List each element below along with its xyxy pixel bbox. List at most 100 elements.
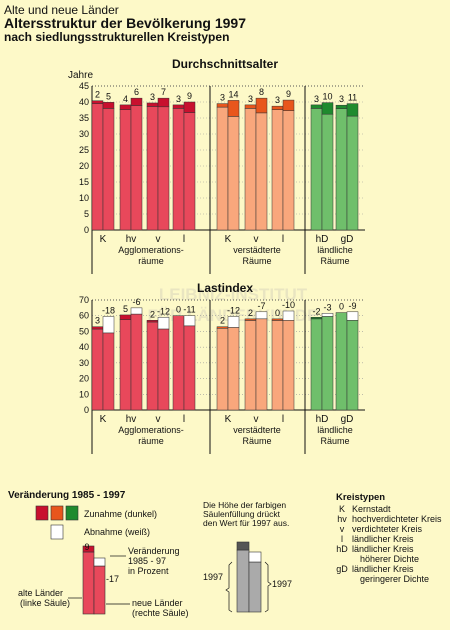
height-example-year: 1997 — [203, 572, 223, 582]
x-tick-label: v — [156, 414, 161, 425]
bar-increase — [321, 102, 334, 115]
panel-title: Durchschnittsalter — [172, 57, 278, 71]
height-note: Säulenfüllung drückt — [203, 509, 281, 519]
brace-right — [264, 561, 272, 613]
data-label: 0 — [275, 308, 280, 318]
y-tick-label: 70 — [79, 295, 89, 305]
example-old-increase — [82, 545, 95, 553]
data-label: 5 — [123, 304, 128, 314]
bar-decrease — [255, 311, 268, 320]
example-old-value: 9 — [84, 542, 89, 552]
y-tick-label: 60 — [79, 311, 89, 321]
header-line1: Alte und neue Länder — [4, 3, 119, 17]
group-label: Räume — [242, 436, 271, 446]
data-label: 2 — [220, 316, 225, 326]
bar-base — [130, 313, 143, 411]
x-tick-label: K — [100, 234, 107, 245]
bar-base — [321, 316, 334, 411]
y-tick-label: 40 — [79, 342, 89, 352]
height-example-right-decrease — [248, 551, 262, 563]
y-tick-label: 30 — [79, 129, 89, 139]
x-tick-label: K — [225, 414, 232, 425]
bar-base — [130, 105, 143, 231]
data-label: 9 — [187, 91, 192, 101]
x-tick-label: hD — [316, 414, 329, 425]
x-tick-label: l — [282, 234, 284, 245]
group-label: ländliche — [317, 245, 353, 255]
y-tick-label: 20 — [79, 161, 89, 171]
bar-increase — [310, 104, 323, 109]
bar-base — [227, 116, 240, 231]
kreistyp-code: hD — [336, 544, 348, 554]
bar-base — [244, 108, 257, 231]
legend-decrease-label: Abnahme (weiß) — [84, 527, 150, 537]
bar-increase — [130, 97, 143, 106]
bar-base — [335, 312, 348, 411]
bar-base — [227, 327, 240, 411]
example-note: 1985 - 97 — [128, 556, 166, 566]
kreistyp-code: v — [340, 524, 345, 534]
example-new-bar — [93, 565, 106, 615]
bar-increase — [146, 320, 159, 323]
bar-base — [346, 320, 359, 411]
kreistyp-text: höherer Dichte — [360, 554, 419, 564]
x-tick-label: hv — [126, 414, 137, 425]
group-label: ländliche — [317, 425, 353, 435]
height-note: Die Höhe der farbigen — [203, 500, 286, 510]
y-tick-label: 50 — [79, 326, 89, 336]
data-label: 3 — [248, 94, 253, 104]
y-tick-label: 35 — [79, 113, 89, 123]
bar-increase — [119, 314, 132, 320]
bar-decrease — [282, 310, 295, 321]
y-tick-label: 30 — [79, 358, 89, 368]
y-tick-label: 45 — [79, 81, 89, 91]
group-label: Agglomerations- — [118, 425, 184, 435]
data-label: 9 — [286, 89, 291, 99]
example-new-label: (rechte Säule) — [132, 608, 189, 618]
data-label: 7 — [161, 87, 166, 97]
data-label: 8 — [259, 87, 264, 97]
data-label: 3 — [95, 316, 100, 326]
bar-base — [119, 109, 132, 231]
data-label: 6 — [134, 87, 139, 97]
bar-increase — [282, 99, 295, 111]
bar-base — [119, 319, 132, 411]
legend-decrease-swatch — [50, 524, 64, 540]
bar-base — [183, 112, 196, 231]
data-label: 2 — [95, 90, 100, 100]
y-tick-label: 0 — [84, 405, 89, 415]
bar-base — [346, 115, 359, 231]
data-label: -11 — [183, 305, 195, 315]
bar-decrease — [183, 315, 196, 327]
data-label: -2 — [312, 306, 320, 316]
bar-increase — [310, 317, 323, 320]
kreistyp-text: Kernstadt — [352, 504, 391, 514]
legend-increase-swatch — [35, 505, 49, 521]
bar-increase — [183, 101, 196, 113]
bar-increase — [91, 326, 104, 330]
group-label: räume — [138, 256, 164, 266]
data-label: 14 — [228, 89, 238, 99]
group-label: Räume — [242, 256, 271, 266]
y-axis-label: Jahre — [68, 70, 93, 81]
bar-increase — [244, 104, 257, 109]
bar-base — [146, 106, 159, 231]
example-note: Veränderung — [128, 546, 180, 556]
x-tick-label: v — [254, 234, 259, 245]
example-new-label: neue Länder — [132, 598, 183, 608]
kreistyp-text: hochverdichteter Kreis — [352, 514, 442, 524]
bar-base — [102, 108, 115, 231]
kreistyp-code: gD — [336, 564, 348, 574]
data-label: 3 — [275, 95, 280, 105]
kreistyp-text: ländlicher Kreis — [352, 564, 414, 574]
x-tick-label: l — [183, 414, 185, 425]
bar-base — [255, 112, 268, 231]
watermark-line1: LEIBNIZ-INSTITUT — [159, 285, 308, 304]
y-tick-label: 25 — [79, 145, 89, 155]
bar-base — [216, 106, 229, 231]
bar-base — [282, 110, 295, 231]
x-tick-label: K — [100, 414, 107, 425]
bar-increase — [346, 103, 359, 117]
group-label: Räume — [320, 436, 349, 446]
